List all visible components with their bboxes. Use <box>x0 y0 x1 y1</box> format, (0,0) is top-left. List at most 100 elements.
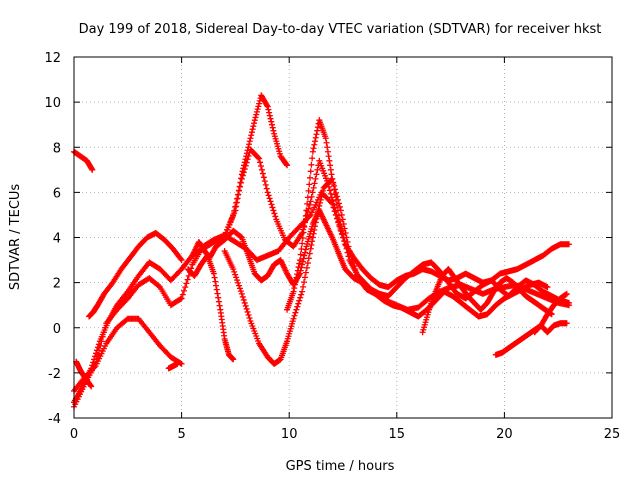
data-point <box>215 298 222 305</box>
data-point <box>264 189 271 196</box>
data-point <box>317 196 324 203</box>
data-point <box>178 257 185 264</box>
data-point <box>305 187 312 194</box>
data-point <box>342 242 349 249</box>
data-point <box>344 239 351 246</box>
data-point <box>312 134 319 141</box>
data-point <box>236 285 243 292</box>
y-tick-label: 2 <box>53 277 61 292</box>
data-point <box>329 175 336 182</box>
data-point <box>290 288 297 295</box>
data-point <box>235 279 242 286</box>
data-point <box>230 356 237 363</box>
data-point <box>308 161 315 168</box>
data-point <box>256 100 263 107</box>
data-point <box>301 223 308 230</box>
data-point <box>96 347 103 354</box>
data-point <box>261 178 268 185</box>
data-point <box>544 284 551 291</box>
series-arc-7 <box>185 252 237 363</box>
data-point <box>306 181 313 188</box>
data-point <box>232 203 239 210</box>
data-point <box>230 266 237 273</box>
data-point <box>252 114 259 121</box>
data-point <box>324 148 331 155</box>
data-point <box>294 271 301 278</box>
data-point <box>253 111 260 118</box>
data-point <box>291 285 298 292</box>
data-point <box>174 360 181 367</box>
data-point <box>240 169 247 176</box>
data-point <box>264 103 271 110</box>
data-point <box>243 305 250 312</box>
data-point <box>257 163 264 170</box>
data-point <box>234 195 241 202</box>
data-point <box>306 250 313 257</box>
data-point <box>325 153 332 160</box>
series-arc-10 <box>213 207 572 306</box>
data-point <box>323 139 330 146</box>
data-point <box>290 315 297 322</box>
data-point <box>338 226 345 233</box>
data-point <box>313 131 320 138</box>
data-point <box>239 293 246 300</box>
x-tick-label: 25 <box>604 427 621 442</box>
data-point <box>177 296 184 303</box>
data-point <box>309 148 316 155</box>
y-tick-label: 0 <box>53 322 61 337</box>
data-point <box>327 162 334 169</box>
data-point <box>563 320 570 327</box>
series-arc-4 <box>71 315 185 394</box>
data-point <box>179 291 186 298</box>
data-point <box>307 168 314 175</box>
data-point <box>308 242 315 249</box>
data-point <box>268 121 275 128</box>
data-point <box>340 234 347 241</box>
data-point <box>313 171 320 178</box>
data-point <box>100 329 107 336</box>
data-point <box>262 181 269 188</box>
data-point <box>318 193 325 200</box>
data-point <box>301 274 308 281</box>
data-point <box>311 226 318 233</box>
data-point <box>250 123 257 130</box>
data-point <box>301 249 308 256</box>
series-arc-8 <box>189 146 572 291</box>
data-point <box>296 257 303 264</box>
data-point <box>303 264 310 271</box>
data-point <box>257 159 264 166</box>
data-point <box>330 181 337 188</box>
data-point <box>241 299 248 306</box>
data-point <box>319 190 326 197</box>
data-point <box>234 277 241 284</box>
data-point <box>272 213 279 220</box>
data-point <box>235 191 242 198</box>
data-point <box>87 382 94 389</box>
data-point <box>300 283 307 290</box>
data-point <box>237 179 244 186</box>
data-point <box>254 106 261 113</box>
data-point <box>298 291 305 298</box>
data-point <box>339 230 346 237</box>
data-point <box>238 175 245 182</box>
data-point <box>213 282 220 289</box>
data-point <box>295 264 302 271</box>
data-point <box>230 211 237 218</box>
data-point <box>89 166 96 173</box>
data-point <box>330 201 337 208</box>
data-point <box>565 241 572 248</box>
data-point <box>327 166 334 173</box>
data-point <box>215 294 222 301</box>
data-point <box>270 207 277 214</box>
data-point <box>240 296 247 303</box>
data-point <box>326 157 333 164</box>
data-point <box>267 115 274 122</box>
data-point <box>241 166 248 173</box>
data-point <box>301 279 308 286</box>
data-point <box>328 194 335 201</box>
data-point <box>184 276 191 283</box>
data-point <box>307 174 314 181</box>
data-point <box>270 127 277 134</box>
data-point <box>302 212 309 219</box>
